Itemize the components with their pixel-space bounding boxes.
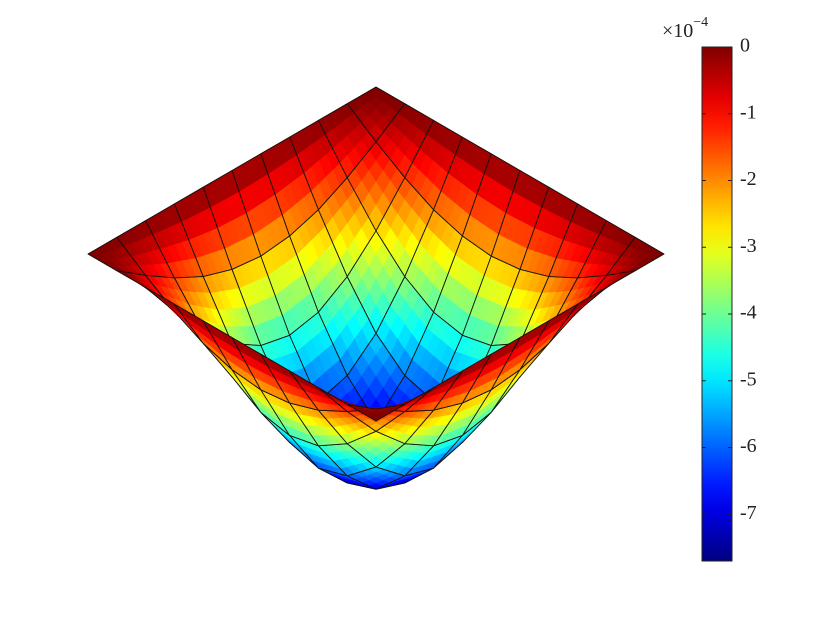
surface [87, 86, 665, 490]
colorbar-tick-label: -5 [740, 368, 757, 390]
colorbar-multiplier: ×10−4 [662, 15, 708, 41]
colorbar-tick-label: 0 [740, 35, 750, 57]
colorbar-tick-label: -7 [740, 502, 757, 524]
colorbar-tick-label: -6 [740, 435, 757, 457]
colorbar-tick-label: -4 [740, 302, 757, 324]
colorbar-tick-label: -1 [740, 101, 757, 123]
colorbar-scale [701, 46, 733, 562]
colorbar-tick-label: -3 [740, 235, 757, 257]
mesh-cell [346, 403, 406, 422]
colorbar: 0 -1 -2 -3 -4 -5 -6 -7 [701, 35, 757, 562]
colorbar-tick-label: -2 [740, 168, 757, 190]
multiplier-exponent: −4 [693, 15, 708, 30]
multiplier-base: ×10 [662, 20, 693, 42]
